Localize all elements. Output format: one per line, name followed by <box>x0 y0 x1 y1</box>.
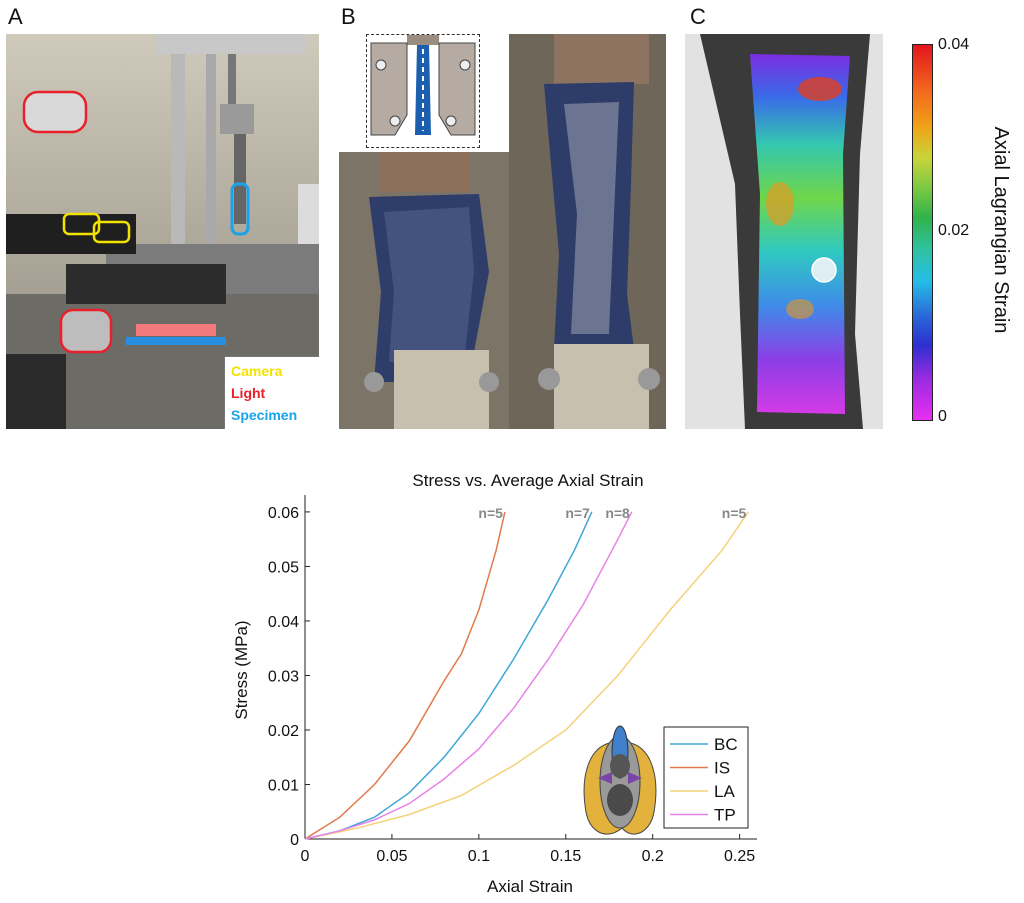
chart-axes: 0 0.05 0.1 0.15 0.2 0.25 0 0.01 0.02 0.03 0.04 0.05… <box>268 495 757 865</box>
series-line-tp <box>304 511 633 840</box>
colorbar-tick-top: 0.04 <box>938 36 970 53</box>
y-tick-label: 0.04 <box>268 614 299 631</box>
y-tick-label: 0.03 <box>268 668 299 685</box>
panel-label-a: A <box>8 4 23 29</box>
x-tick-label: 0 <box>301 848 310 865</box>
chart-series <box>304 511 749 840</box>
anatomy-inset-icon <box>583 725 657 835</box>
n-label-is: n=5 <box>478 505 503 521</box>
n-label-bc: n=7 <box>565 505 590 521</box>
y-axis-label: Stress (MPa) <box>232 620 251 719</box>
grip-schematic <box>370 35 476 136</box>
panel-label-c: C <box>690 4 706 29</box>
setup-legend: Camera Light Specimen <box>224 356 319 429</box>
y-tick-label: 0 <box>290 832 299 849</box>
panel-label-b: B <box>341 4 356 29</box>
y-tick-label: 0.02 <box>268 723 299 740</box>
legend-light: Light <box>231 385 266 401</box>
colorbar <box>912 44 933 421</box>
strain-map-photo <box>685 34 883 429</box>
legend-specimen: Specimen <box>231 407 298 423</box>
x-tick-label: 0.25 <box>724 848 755 865</box>
legend-camera: Camera <box>231 363 283 379</box>
photo-specimen-stretched <box>509 34 666 429</box>
light-outline-1 <box>22 90 88 134</box>
n-label-tp: n=8 <box>605 505 630 521</box>
colorbar-tick-mid: 0.02 <box>938 222 970 239</box>
series-line-la <box>304 511 749 840</box>
series-line-is <box>304 511 506 840</box>
chart-legend: BC IS LA TP <box>663 726 749 829</box>
specimen-outline <box>230 182 250 236</box>
x-tick-label: 0.1 <box>468 848 490 865</box>
x-tick-label: 0.15 <box>550 848 581 865</box>
chart-title: Stress vs. Average Axial Strain <box>412 471 643 490</box>
setup-illustration <box>6 34 319 429</box>
y-tick-label: 0.05 <box>268 559 299 576</box>
camera-outline-1 <box>62 212 101 236</box>
camera-outline-2 <box>92 220 131 244</box>
y-tick-label: 0.01 <box>268 777 299 794</box>
y-tick-label: 0.06 <box>268 505 299 522</box>
x-axis-label: Axial Strain <box>487 877 573 896</box>
legend-label-tp: TP <box>714 806 736 825</box>
series-line-bc <box>304 511 593 840</box>
light-outline-2 <box>59 308 113 354</box>
legend-label-bc: BC <box>714 735 738 754</box>
legend-label-la: LA <box>714 782 735 801</box>
x-tick-label: 0.05 <box>376 848 407 865</box>
photo-test-setup: Camera Light Specimen <box>6 34 319 429</box>
grip-schematic-inset <box>366 34 480 148</box>
x-tick-label: 0.2 <box>642 848 664 865</box>
colorbar-tick-bottom: 0 <box>938 408 947 425</box>
n-label-la: n=5 <box>722 505 747 521</box>
legend-label-is: IS <box>714 759 730 778</box>
photo-specimen-before <box>339 152 509 429</box>
chart-n-labels: n=7 n=5 n=5 n=8 <box>478 505 746 521</box>
